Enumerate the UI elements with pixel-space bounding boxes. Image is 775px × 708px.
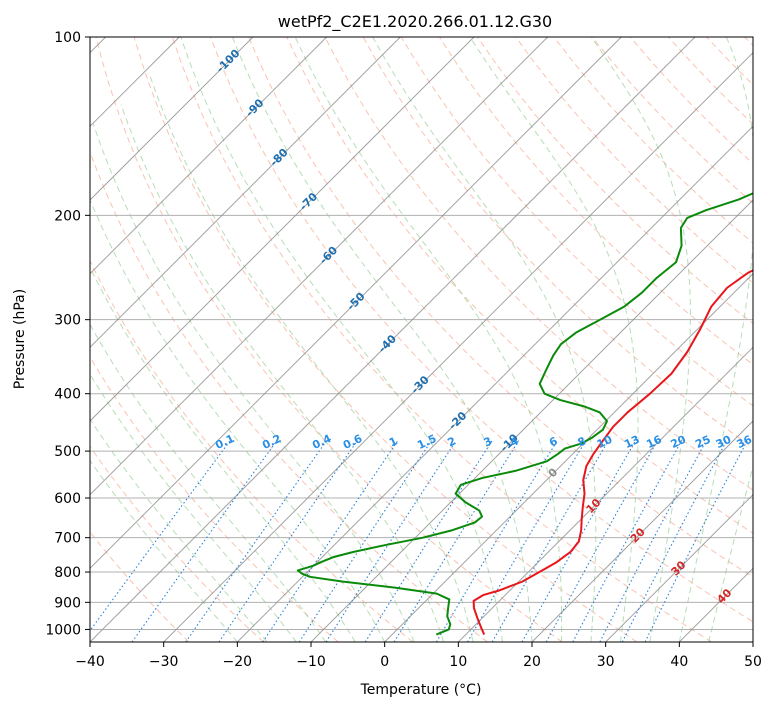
- isotherm: [90, 37, 401, 349]
- x-tick-label: −10: [296, 654, 326, 670]
- isotherm: [236, 125, 753, 642]
- x-tick-label: 50: [744, 654, 762, 670]
- isotherm: [310, 199, 753, 642]
- isotherm: [163, 51, 753, 642]
- mixing-ratio-label: 10: [595, 433, 615, 451]
- dry-adiabat: [171, 37, 712, 642]
- moist-adiabat: [590, 37, 691, 642]
- moist-adiabat: [90, 323, 327, 642]
- axis-layer: −40 −30 −20 −10 0 10 20 30 40 50 1000 900 800 700 600 5…: [45, 30, 762, 670]
- temperature-profile: [472, 269, 753, 635]
- x-axis-title: Temperature (°C): [360, 682, 482, 698]
- y-tick-label: 300: [54, 313, 81, 329]
- mixing-ratio-line: [545, 440, 659, 642]
- x-tick-label: 0: [380, 654, 389, 670]
- x-tick-label: −40: [75, 654, 105, 670]
- mixing-ratio-line: [325, 440, 457, 642]
- isotherm: [90, 37, 475, 422]
- moist-adiabat: [120, 104, 445, 642]
- mixing-ratio-line: [572, 440, 683, 642]
- mixing-ratio-label: 36: [735, 433, 755, 451]
- mixing-ratio-label: 30: [714, 433, 734, 451]
- moist-adiabat: [469, 37, 639, 642]
- moist-adiabat: [90, 418, 268, 642]
- y-axis-title: Pressure (hPa): [12, 289, 28, 389]
- mixing-ratio-line: [131, 440, 278, 642]
- mixing-ratio-line: [435, 440, 558, 642]
- y-tick-label: 800: [54, 565, 81, 581]
- y-tick-label: 1000: [45, 622, 81, 638]
- dry-adiabat: [90, 259, 414, 642]
- mixing-ratio-line: [90, 440, 231, 632]
- y-tick-label: 200: [54, 208, 81, 224]
- x-tick-label: 30: [597, 654, 615, 670]
- x-tick-label: 40: [670, 654, 688, 670]
- y-tick-label: 900: [54, 595, 81, 611]
- chart-title: wetPf2_C2E1.2020.266.01.12.G30: [278, 12, 552, 32]
- isotherm: [90, 37, 622, 570]
- dry-adiabat: [515, 37, 753, 284]
- isotherm: [384, 272, 753, 642]
- plot-frame: [89, 36, 754, 643]
- x-tick-label: 10: [449, 654, 467, 670]
- y-tick-label: 600: [54, 491, 81, 507]
- moist-adiabat: [231, 37, 533, 642]
- mixing-ratio-line: [467, 440, 587, 642]
- mixing-ratio-line: [644, 440, 748, 642]
- x-tick-label: −30: [149, 654, 179, 670]
- data-layer: [296, 192, 753, 636]
- dry-adiabat: [248, 37, 753, 578]
- moist-adiabat: [90, 373, 297, 642]
- isotherm: [605, 493, 753, 642]
- isotherm: [90, 37, 696, 642]
- dry-adiabat: [95, 37, 563, 642]
- mixing-ratio-label: 16: [644, 433, 664, 451]
- dry-adiabat: [90, 356, 339, 642]
- mixing-ratio-line: [262, 440, 399, 642]
- y-tick-label: 500: [54, 444, 81, 460]
- mixing-ratio-line: [185, 440, 328, 642]
- moist-adiabat: [708, 464, 753, 642]
- isotherm: [457, 346, 753, 642]
- y-tick-label: 700: [54, 531, 81, 547]
- x-tick-label: −20: [223, 654, 253, 670]
- isotherm: [90, 37, 549, 496]
- y-tick-label: 100: [54, 30, 81, 46]
- mixing-ratio-line: [364, 440, 493, 642]
- dry-adiabat: [90, 445, 264, 642]
- dry-adiabat: [210, 37, 753, 623]
- isotherm: [90, 37, 254, 201]
- moist-adiabat: [678, 37, 753, 642]
- grid-layer: [90, 37, 753, 642]
- mixing-ratio-label: 25: [693, 433, 712, 451]
- dewpoint-profile: [296, 192, 753, 636]
- x-tick-label: 20: [523, 654, 541, 670]
- y-tick-label: 400: [54, 387, 81, 403]
- mixing-ratio-label: 13: [622, 433, 641, 451]
- isotherm: [531, 420, 753, 642]
- mixing-ratio-label: 20: [669, 433, 689, 451]
- mixing-ratio-line: [393, 440, 520, 642]
- dry-adiabat: [324, 37, 753, 491]
- moist-adiabat: [294, 37, 563, 642]
- mixing-ratio-line: [521, 440, 637, 642]
- moist-adiabat: [180, 37, 504, 642]
- mixing-ratio-line: [298, 440, 432, 642]
- moist-adiabat: [90, 266, 356, 642]
- dry-adiabat: [286, 37, 753, 534]
- moist-adiabat: [148, 72, 474, 642]
- moist-adiabat: [372, 37, 597, 642]
- dry-adiabat: [133, 37, 638, 642]
- isotherm: [90, 37, 328, 275]
- mixing-ratio-line: [218, 440, 358, 642]
